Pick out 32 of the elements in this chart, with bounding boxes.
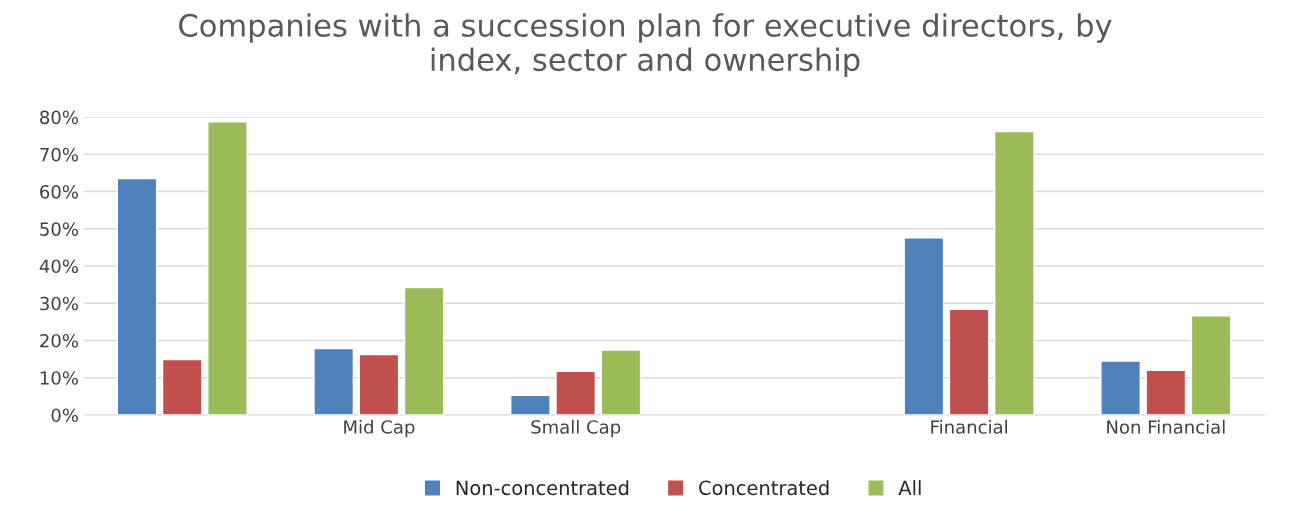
bar (1145, 369, 1187, 415)
x-tick-label: Small Cap (531, 419, 621, 438)
x-tick-label: Financial (931, 419, 1007, 434)
y-tick-label: 30% (40, 296, 78, 311)
bar (358, 353, 400, 415)
bar (555, 370, 597, 415)
bar (1190, 315, 1232, 415)
bar (903, 237, 945, 415)
y-tick-label: 0% (51, 408, 78, 423)
bar (313, 347, 355, 415)
bar (116, 177, 158, 415)
bar (993, 130, 1035, 415)
y-tick-label: 10% (40, 371, 78, 385)
bar (161, 358, 203, 415)
x-tick-label: Mid Cap (344, 419, 415, 438)
x-tick-label: Non Financial (1107, 419, 1225, 434)
legend-label: All (898, 480, 921, 495)
bar (948, 308, 990, 415)
bar (600, 349, 642, 415)
bar (1100, 360, 1141, 415)
legend-label: Concentrated (699, 480, 829, 496)
bar (403, 286, 445, 415)
y-tick-label: 20% (40, 333, 78, 348)
y-tick-label: 50% (40, 222, 78, 236)
y-tick-label: 80% (40, 110, 78, 125)
chart-title: Companies with a succession plan for executive directors, by index, sector and ownership (179, 13, 1112, 78)
bar (510, 394, 551, 415)
legend-label: Non-concentrated (456, 480, 629, 496)
y-tick-label: 70% (40, 147, 78, 162)
bar (207, 121, 248, 415)
y-tick-label: 40% (39, 259, 78, 274)
y-tick-label: 60% (40, 184, 78, 199)
